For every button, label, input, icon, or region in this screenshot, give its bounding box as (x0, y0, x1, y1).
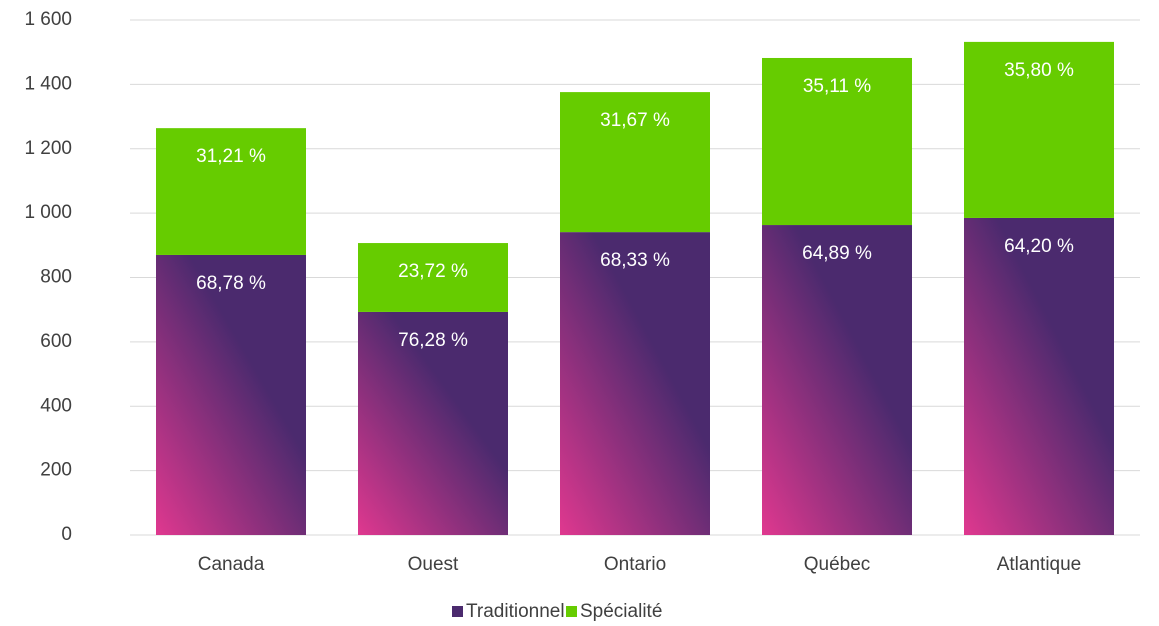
y-tick-label: 200 (40, 460, 72, 481)
data-label: 64,89 % (802, 243, 872, 264)
y-tick-label: 0 (61, 524, 72, 545)
legend-swatch (566, 606, 577, 617)
data-label: 31,67 % (600, 110, 670, 131)
y-tick-label: 1 400 (24, 73, 72, 94)
y-tick-label: 600 (40, 331, 72, 352)
bar-segment (964, 41, 1114, 218)
bar-segment (560, 232, 710, 535)
legend-label: Spécialité (580, 601, 662, 622)
x-tick-label: Québec (804, 554, 871, 575)
bar-segment (358, 311, 508, 535)
data-label: 35,11 % (803, 76, 871, 97)
x-tick-label: Ontario (604, 554, 666, 575)
bar-segment (964, 217, 1114, 535)
x-tick-label: Canada (198, 554, 265, 575)
legend-swatch (452, 606, 463, 617)
bar-segment (560, 92, 710, 233)
legend-label: Traditionnel (466, 601, 565, 622)
data-label: 64,20 % (1004, 236, 1074, 257)
x-tick-label: Atlantique (997, 554, 1082, 575)
bar-segment (762, 225, 912, 536)
y-tick-label: 400 (40, 395, 72, 416)
x-tick-label: Ouest (408, 554, 459, 575)
data-label: 76,28 % (398, 330, 468, 351)
data-label: 23,72 % (398, 261, 468, 282)
bar-segment (156, 254, 306, 535)
data-label: 68,78 % (196, 273, 266, 294)
y-tick-label: 1 200 (24, 138, 72, 159)
bar-segment (762, 57, 912, 226)
y-tick-label: 1 000 (24, 202, 72, 223)
bar-segment (358, 243, 508, 312)
y-tick-label: 800 (40, 267, 72, 288)
data-label: 35,80 % (1004, 60, 1074, 81)
data-label: 31,21 % (196, 146, 266, 167)
y-tick-label: 1 600 (24, 9, 72, 30)
bar-segment (156, 128, 306, 255)
data-label: 68,33 % (600, 250, 670, 271)
